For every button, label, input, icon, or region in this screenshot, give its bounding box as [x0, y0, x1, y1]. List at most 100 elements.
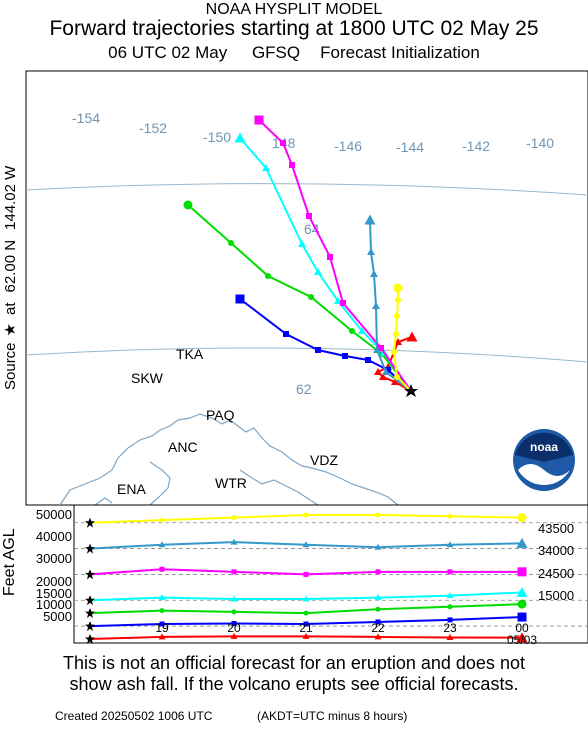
- start-star-icon: [85, 569, 95, 580]
- y-tick-label: 10000: [36, 597, 72, 612]
- x-tick-label: 22: [371, 621, 385, 635]
- source-at: at: [2, 302, 19, 315]
- station-label: VDZ: [310, 452, 338, 468]
- x-tick-label: 19: [155, 621, 169, 635]
- lon-label: -146: [334, 138, 362, 154]
- trajectory-marker-map: [370, 270, 378, 277]
- height-label: 34000: [538, 543, 574, 558]
- trajectory-marker-map: [306, 213, 312, 219]
- source-lon: 144.02 W: [2, 165, 19, 230]
- station-label: SKW: [131, 370, 164, 386]
- y-tick-label: 5000: [43, 609, 72, 624]
- subtitle-time: 06 UTC 02 May: [108, 43, 228, 62]
- trajectory-marker-map: [254, 115, 264, 125]
- trajectory-marker-height: [158, 541, 166, 548]
- start-star-icon: [85, 517, 95, 528]
- noaa-logo: noaa: [513, 429, 575, 491]
- y-tick-label: 30000: [36, 551, 72, 566]
- trajectory-marker-height: [517, 513, 527, 523]
- trajectory-marker-map: [235, 294, 245, 304]
- trajectory-marker-height: [516, 632, 528, 643]
- station-label: WTR: [215, 475, 247, 491]
- source-prefix: Source: [2, 342, 19, 390]
- svg-text:Source★at62.00 N144.02 W: Source ★ at 62.00 N 144.02 W: [2, 165, 19, 390]
- trajectory-marker-map: [391, 378, 399, 385]
- coastline-inlet: [149, 461, 171, 506]
- x-tick-label: 00: [515, 621, 529, 635]
- trajectory-marker-map: [308, 294, 314, 300]
- trajectory-marker-height: [446, 592, 454, 599]
- station-label: ANC: [168, 439, 198, 455]
- y-tick-label: 40000: [36, 529, 72, 544]
- trajectory-marker-map: [372, 302, 380, 309]
- map-trajectories: [183, 115, 418, 392]
- trajectory-marker-map: [289, 162, 295, 168]
- trajectory-marker-map: [382, 368, 390, 375]
- trajectory-marker-map: [393, 331, 399, 337]
- trajectory-marker-height: [302, 632, 310, 639]
- trajectory-marker-height: [447, 617, 453, 623]
- lon-label: -154: [72, 110, 100, 126]
- trajectory-marker-height: [374, 594, 382, 601]
- trajectory-marker-map: [374, 368, 382, 375]
- coastline-sound: [239, 469, 319, 506]
- trajectory-marker-map: [283, 331, 289, 337]
- chart-subtitle: 06 UTC 02 May GFSQ Forecast Initializatio…: [0, 43, 588, 63]
- lat-label: 62: [296, 381, 312, 397]
- station-label: TKA: [176, 346, 204, 362]
- source-label: Source ★ at 62.00 N 144.02 W: [2, 165, 19, 390]
- trajectory-marker-height: [516, 537, 528, 548]
- station-label: ENA: [117, 481, 146, 497]
- height-trajectories: [85, 512, 528, 644]
- trajectory-marker-map: [406, 331, 418, 342]
- trajectory-marker-height: [159, 608, 165, 614]
- trajectory-marker-map: [379, 373, 387, 380]
- trajectory-marker-height: [159, 566, 165, 572]
- trajectory-marker-height: [517, 599, 527, 609]
- trajectory-marker-map: [367, 248, 375, 255]
- trajectory-marker-height: [517, 567, 527, 577]
- y-tick-label: 20000: [36, 574, 72, 589]
- trajectory-marker-height: [375, 569, 381, 575]
- trajectory-marker-height: [231, 569, 237, 575]
- coastline: [59, 413, 399, 506]
- trajectory-marker-height: [302, 595, 310, 602]
- subtitle-note: Forecast Initialization: [320, 43, 480, 62]
- trajectory-marker-map: [298, 240, 306, 247]
- start-star-icon: [85, 621, 95, 632]
- trajectory-marker-height: [446, 633, 454, 640]
- lon-label: -150: [203, 129, 231, 145]
- trajectory-marker-map: [391, 349, 397, 355]
- trajectory-marker-height: [302, 541, 310, 548]
- trajectory-marker-map: [394, 313, 400, 319]
- trajectory-marker-map: [262, 164, 270, 171]
- trajectory-marker-height: [159, 621, 165, 627]
- model-name: NOAA HYSPLIT MODEL: [205, 1, 383, 18]
- lat-label: 64: [304, 221, 320, 237]
- y-axis-label: Feet AGL: [1, 528, 18, 596]
- trajectory-marker-height: [374, 633, 382, 640]
- trajectory-marker-height: [230, 632, 238, 639]
- trajectory-line-map: [258, 119, 412, 392]
- trajectory-marker-height: [303, 571, 309, 577]
- trajectory-marker-map: [349, 328, 355, 334]
- trajectory-marker-map: [280, 140, 286, 146]
- x-sublabel: 05/03: [507, 633, 537, 647]
- lon-label: -144: [396, 139, 424, 155]
- source-lat: 62.00 N: [2, 240, 19, 293]
- noaa-logo-bird: [515, 432, 573, 462]
- trajectory-marker-height: [231, 621, 237, 626]
- trajectory-marker-height: [231, 515, 237, 521]
- trajectory-marker-map: [385, 367, 391, 373]
- x-tick-label: 20: [227, 621, 241, 635]
- disclaimer-line-2: show ash fall. If the volcano erupts see…: [69, 674, 519, 694]
- trajectory-marker-map: [394, 338, 402, 345]
- height-panel: 50000 40000 30000 20000 15000 10000 5000…: [36, 504, 588, 647]
- x-tick-label: 23: [443, 621, 457, 635]
- source-star-icon: [404, 384, 418, 397]
- x-tick-label: 21: [299, 621, 313, 635]
- trajectory-marker-map: [364, 214, 376, 225]
- trajectory-marker-height: [158, 633, 166, 640]
- trajectory-marker-map: [342, 353, 348, 359]
- trajectory-marker-map: [395, 297, 401, 303]
